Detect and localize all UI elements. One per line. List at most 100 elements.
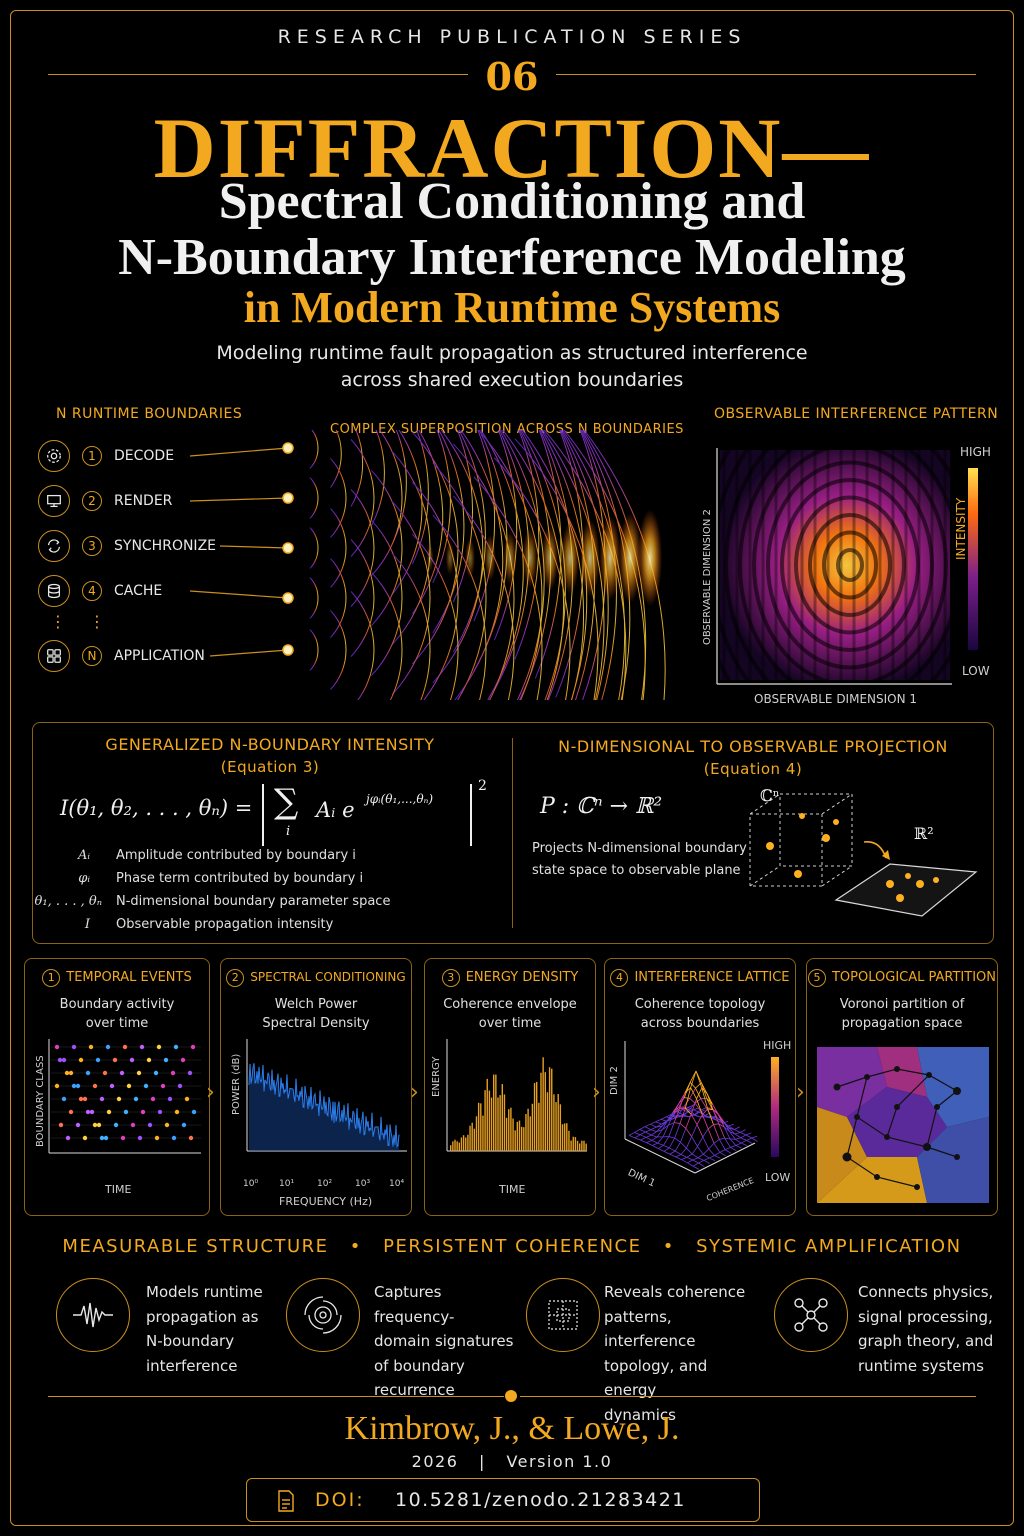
feature-line: graph theory, and xyxy=(858,1329,998,1354)
pattern-scale-label: INTENSITY xyxy=(954,498,968,560)
energy-bar xyxy=(532,1104,533,1151)
energy-bar xyxy=(547,1092,548,1151)
event-dot xyxy=(86,1110,90,1114)
lattice-edge xyxy=(725,1150,731,1154)
energy-bar xyxy=(521,1127,522,1151)
event-dot xyxy=(127,1084,131,1088)
focus-fringe xyxy=(503,531,516,585)
def-text: Observable propagation intensity xyxy=(116,917,333,932)
feature-line: patterns, interference xyxy=(604,1305,764,1354)
event-dot xyxy=(175,1110,179,1114)
monitor-icon xyxy=(38,485,70,517)
energy-bar xyxy=(465,1138,466,1151)
subtitle-line-1: Modeling runtime fault propagation as st… xyxy=(0,340,1024,367)
lattice-edge xyxy=(681,1128,686,1142)
energy-bar xyxy=(579,1143,580,1151)
lattice-edge xyxy=(650,1124,656,1127)
event-dot xyxy=(69,1071,73,1075)
energy-bar xyxy=(469,1126,470,1151)
lattice-edge xyxy=(680,1123,686,1128)
energy-bar xyxy=(555,1102,556,1151)
event-dot xyxy=(100,1097,104,1101)
lattice-edge xyxy=(709,1158,715,1161)
energy-bar xyxy=(527,1109,528,1151)
event-dot xyxy=(110,1084,114,1088)
wavefront-arc xyxy=(392,553,430,700)
energy-bar xyxy=(538,1103,539,1151)
eq4-subtitle: (Equation 4) xyxy=(520,758,986,780)
lattice-edge xyxy=(696,1071,701,1083)
lattice-edge xyxy=(720,1150,725,1153)
doi-box[interactable]: DOI: 10.5281/zenodo.21283421 xyxy=(246,1478,760,1522)
lattice-edge xyxy=(697,1088,702,1099)
waveform-icon xyxy=(56,1278,130,1352)
lattice-edge xyxy=(675,1138,681,1142)
event-dot xyxy=(93,1123,97,1127)
panel-desc-line-2: over time xyxy=(25,1014,209,1033)
energy-bar xyxy=(489,1091,490,1151)
boundary-name: RENDER xyxy=(114,493,172,509)
energy-bar xyxy=(478,1103,479,1151)
pattern-scale-low: LOW xyxy=(962,664,990,678)
lattice-edge xyxy=(715,1155,721,1158)
event-dot xyxy=(172,1136,176,1140)
wavefront-arc xyxy=(412,482,458,700)
energy-bar xyxy=(568,1131,569,1151)
eq3-formula: I(θ₁, θ₂, . . . , θₙ) = ∑ i Aᵢ e jφᵢ(θ₁,… xyxy=(60,786,510,846)
lattice-edge xyxy=(715,1152,720,1155)
lattice-edge xyxy=(719,1139,725,1149)
event-dot xyxy=(97,1123,101,1127)
energy-bar xyxy=(472,1123,473,1151)
lattice-edge xyxy=(740,1132,746,1135)
feature-connections: Connects physics, signal processing, gra… xyxy=(774,1278,1000,1378)
lattice-edge xyxy=(698,1137,703,1147)
lattice-edge xyxy=(641,1140,647,1143)
event-dot xyxy=(148,1123,152,1127)
doi-value[interactable]: 10.5281/zenodo.21283421 xyxy=(395,1489,686,1511)
energy-bar xyxy=(452,1141,453,1151)
wavefront-arc xyxy=(310,430,318,468)
energy-bar xyxy=(542,1057,543,1151)
event-dot xyxy=(107,1110,111,1114)
lattice-edge xyxy=(698,1154,703,1157)
eq3-exponent: jφᵢ(θ₁,...,θₙ) xyxy=(366,792,433,806)
panel-desc: Welch Power Spectral Density xyxy=(221,995,411,1033)
feature-line: domain signatures xyxy=(374,1329,524,1354)
event-dot xyxy=(58,1058,62,1062)
energy-bar xyxy=(562,1124,563,1151)
feature-line: runtime systems xyxy=(858,1354,998,1379)
version: Version 1.0 xyxy=(506,1452,612,1471)
feature-line: N-boundary xyxy=(146,1329,296,1354)
lattice-edge xyxy=(693,1160,699,1163)
lattice-edge xyxy=(664,1137,669,1146)
lattice-edge xyxy=(682,1157,687,1159)
tick-label: 10¹ xyxy=(279,1179,294,1189)
lattice-edge xyxy=(651,1130,657,1132)
lattice-edge xyxy=(681,1142,687,1148)
lattice-edge xyxy=(714,1143,720,1152)
lattice-edge xyxy=(703,1137,709,1149)
lattice-edge xyxy=(752,1138,758,1142)
eq3-term: Aᵢ e xyxy=(316,798,355,822)
feature-frequency: Captures frequency- domain signatures of… xyxy=(286,1278,526,1378)
boundaries-label: N RUNTIME BOUNDARIES xyxy=(56,406,242,422)
intensity-colorbar xyxy=(968,468,978,650)
event-dot xyxy=(66,1136,70,1140)
subtitle-line-2: across shared execution boundaries xyxy=(0,367,1024,394)
subtitle: Modeling runtime fault propagation as st… xyxy=(0,340,1024,394)
lattice-edge xyxy=(681,1154,687,1157)
event-dot xyxy=(151,1097,155,1101)
rings-icon xyxy=(286,1278,360,1352)
panel-title-text: SPECTRAL CONDITIONING xyxy=(250,970,405,984)
boundary-name: CACHE xyxy=(114,583,162,599)
boundary-number: 4 xyxy=(82,581,102,601)
pillar-measurable-structure: MEASURABLE STRUCTURE xyxy=(62,1236,328,1257)
energy-bar xyxy=(463,1135,464,1151)
energy-bar xyxy=(502,1084,503,1151)
event-dot xyxy=(191,1045,195,1049)
lattice-edge xyxy=(646,1137,652,1140)
panel-desc-line-1: Welch Power xyxy=(221,995,411,1014)
tick-label: 10² xyxy=(317,1179,332,1189)
event-dot xyxy=(171,1071,175,1075)
energy-chart xyxy=(425,1035,597,1165)
